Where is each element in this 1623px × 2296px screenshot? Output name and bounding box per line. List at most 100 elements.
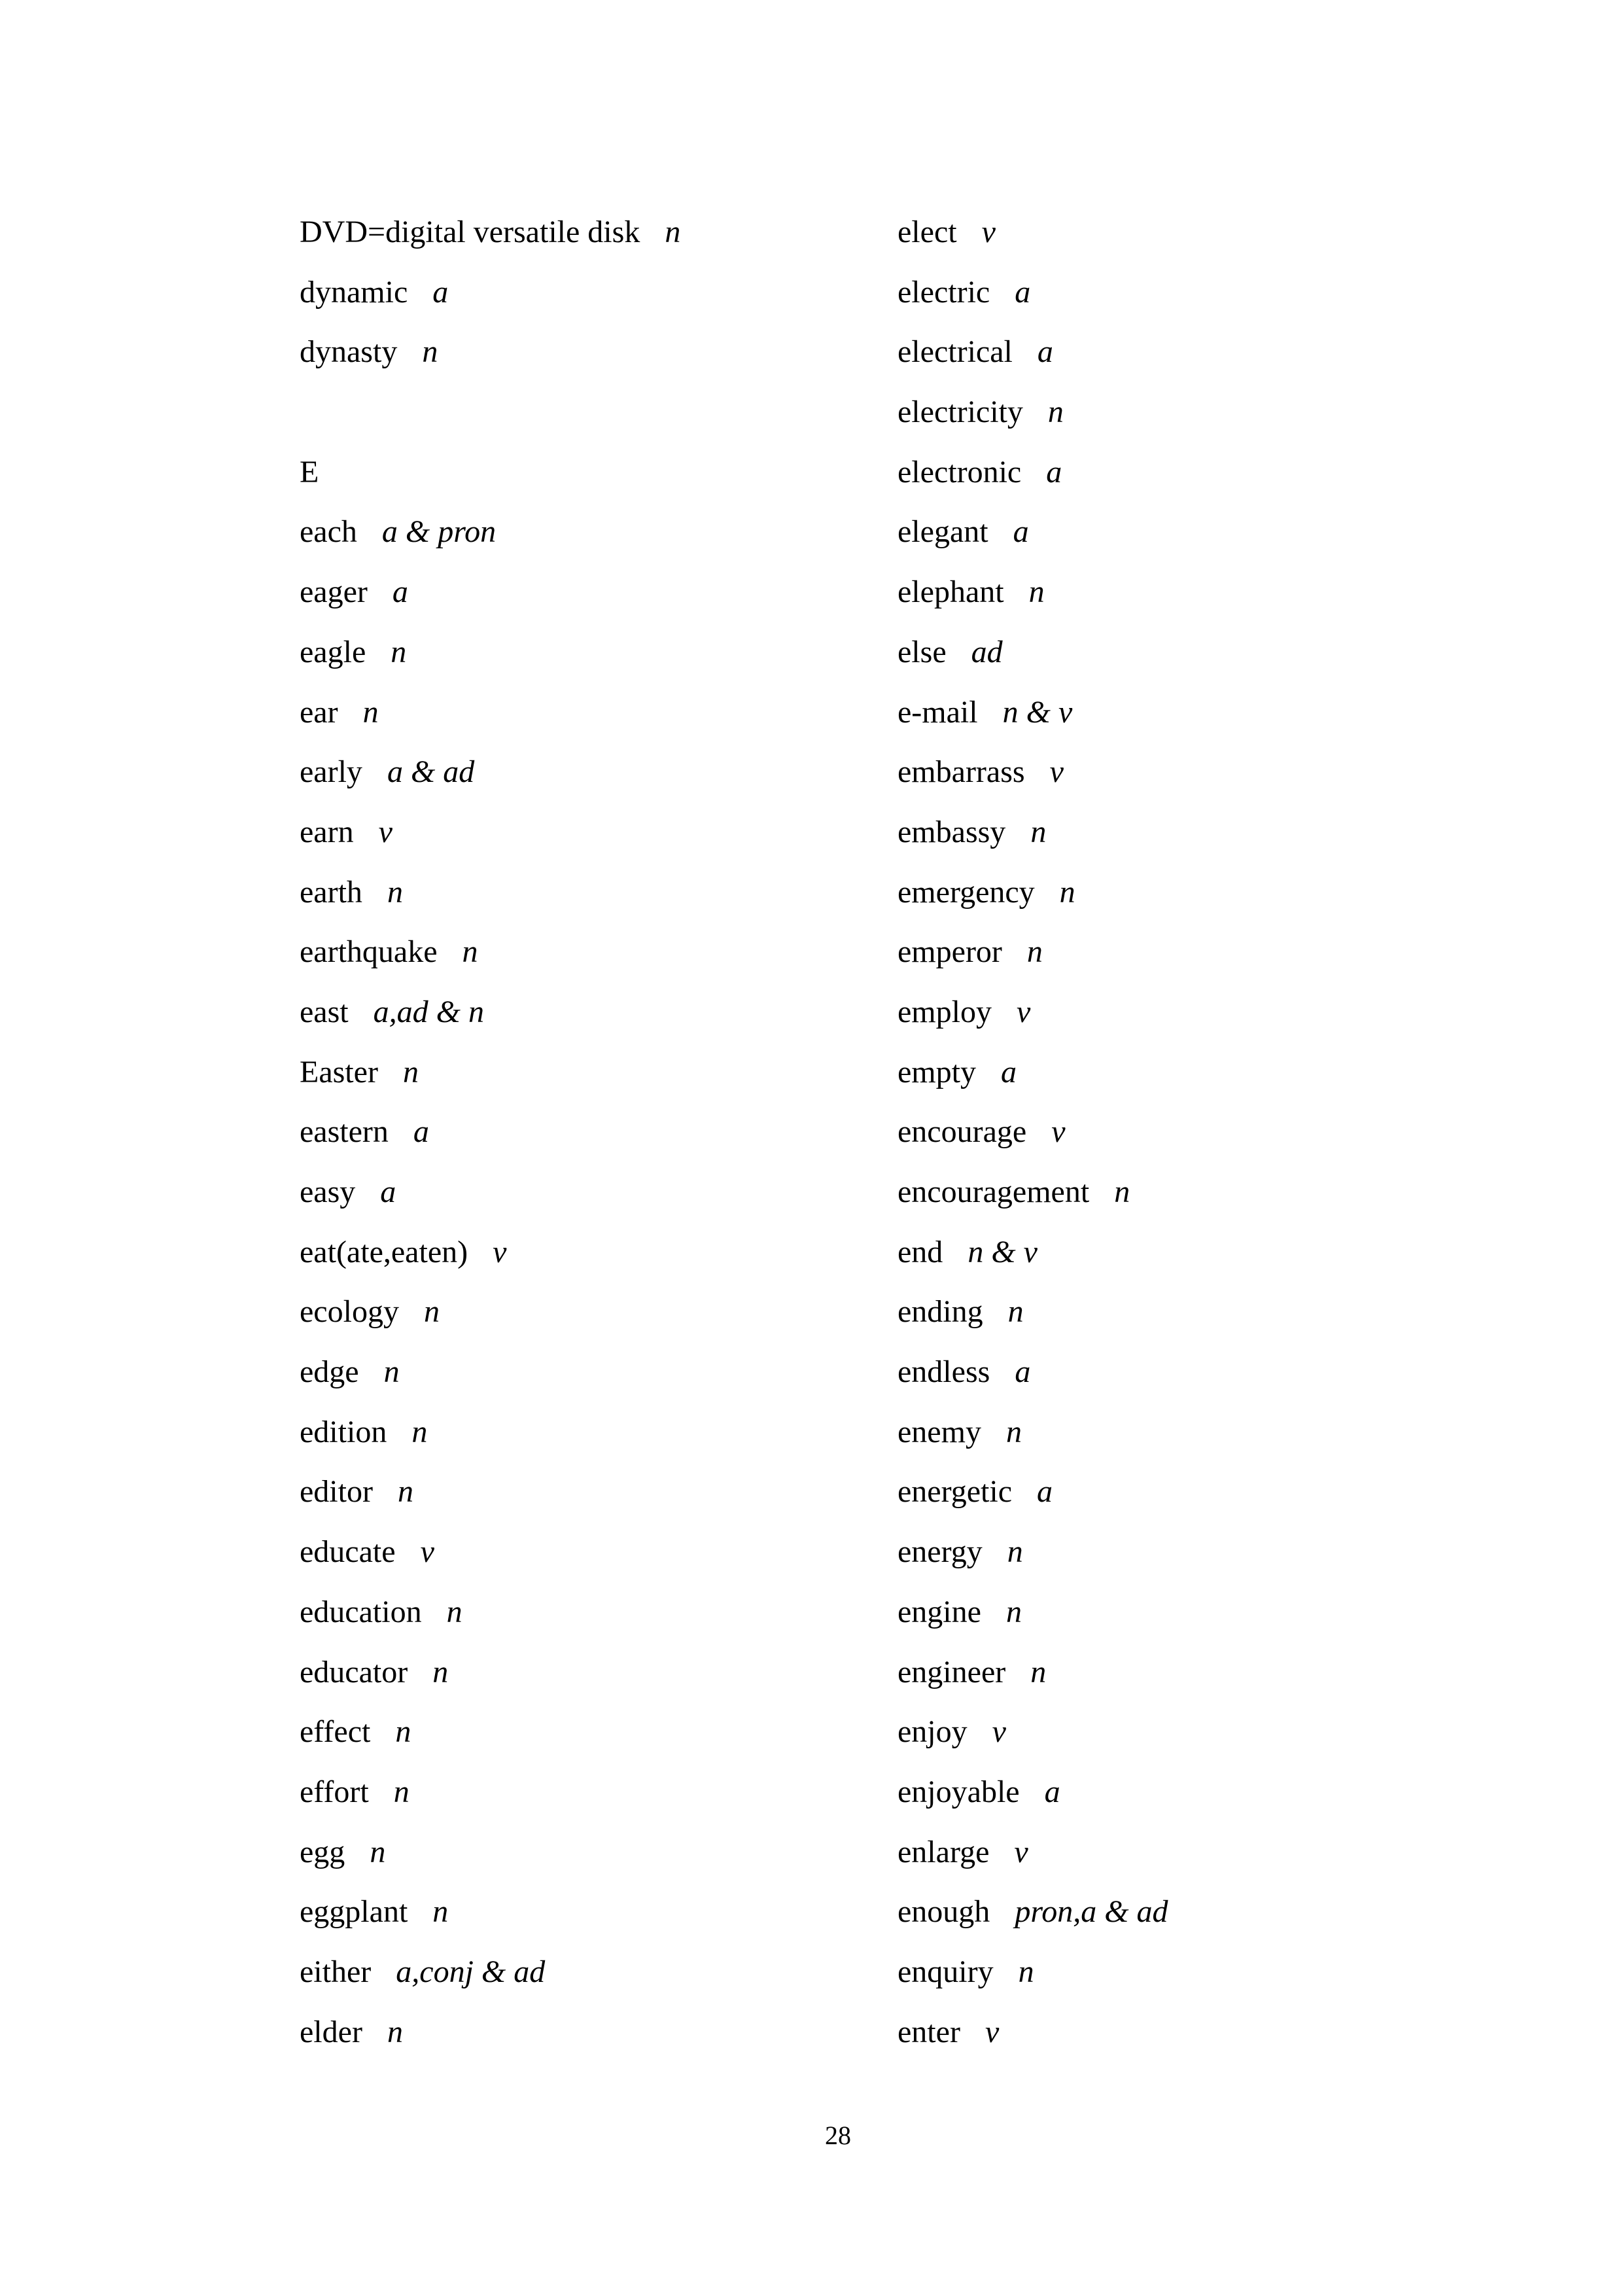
entry-word: encouragement (898, 1174, 1090, 1209)
entry-word: enter (898, 2014, 960, 2049)
entry-word: elegant (898, 514, 988, 550)
part-of-speech: a (1000, 1054, 1017, 1089)
word-entry: either a,conj & ad (300, 1942, 680, 2002)
part-of-speech: v (493, 1234, 507, 1269)
part-of-speech: v (420, 1534, 434, 1570)
word-entry: energetic a (898, 1462, 1168, 1522)
entry-word: earthquake (300, 934, 438, 970)
part-of-speech: n (397, 1474, 413, 1510)
part-of-speech: n (1059, 874, 1075, 910)
word-entry: endless a (898, 1342, 1168, 1402)
part-of-speech: a,conj & ad (396, 1954, 546, 1989)
part-of-speech: a (380, 1174, 396, 1209)
word-entry: editor n (300, 1462, 680, 1522)
word-entry: each a & pron (300, 502, 680, 562)
word-entry: emergency n (898, 862, 1168, 923)
part-of-speech: n (362, 694, 379, 730)
entry-word: effort (300, 1774, 369, 1809)
word-entry: E (300, 442, 680, 503)
entry-word: energetic (898, 1474, 1013, 1510)
word-entry: educate v (300, 1522, 680, 1582)
entry-word: eat(ate,eaten) (300, 1234, 468, 1269)
part-of-speech: v (1016, 994, 1031, 1029)
part-of-speech: a & ad (387, 754, 475, 790)
part-of-speech: n (432, 1894, 449, 1930)
part-of-speech: v (378, 814, 393, 849)
entry-word: enjoy (898, 1714, 968, 1750)
word-entry: dynamic a (300, 262, 680, 323)
part-of-speech: v (992, 1714, 1006, 1750)
word-entry: eagle n (300, 622, 680, 682)
entry-word: electronic (898, 454, 1022, 489)
part-of-speech: n (665, 215, 681, 249)
part-of-speech: n (402, 1054, 419, 1089)
part-of-speech: n (387, 2014, 403, 2049)
word-entry: effect n (300, 1702, 680, 1762)
word-entry: egg n (300, 1822, 680, 1882)
word-entry: electrical a (898, 322, 1168, 382)
entry-word: ecology (300, 1294, 399, 1330)
part-of-speech: n (462, 934, 478, 970)
part-of-speech: n (446, 1594, 462, 1629)
entry-word: eager (300, 574, 368, 610)
word-entry: enemy n (898, 1402, 1168, 1462)
entry-word: eastern (300, 1114, 389, 1150)
entry-word: elder (300, 2014, 362, 2049)
word-entry: enjoyable a (898, 1762, 1168, 1822)
part-of-speech: n (423, 1294, 440, 1330)
word-entry: encouragement n (898, 1162, 1168, 1222)
word-entry: edge n (300, 1342, 680, 1402)
part-of-speech: a (432, 274, 449, 309)
part-of-speech: n (1026, 934, 1043, 970)
entry-word: embarrass (898, 754, 1025, 790)
entry-word: engineer (898, 1654, 1006, 1689)
word-entry: embassy n (898, 802, 1168, 862)
part-of-speech: n (395, 1714, 411, 1750)
part-of-speech: a & pron (381, 514, 497, 550)
entry-word: east (300, 994, 349, 1029)
entry-word: easy (300, 1174, 356, 1209)
word-entry: elephant n (898, 562, 1168, 622)
word-entry: enquiry n (898, 1942, 1168, 2002)
entry-word: electrical (898, 334, 1013, 370)
part-of-speech: a (1037, 1474, 1053, 1510)
entry-word: dynamic (300, 274, 408, 309)
page-number: 28 (825, 2121, 851, 2150)
word-entry: education n (300, 1582, 680, 1642)
word-entry: electronic a (898, 442, 1168, 503)
entry-word: encourage (898, 1114, 1027, 1150)
entry-word: else (898, 634, 947, 669)
word-entry: elder n (300, 2002, 680, 2062)
word-entry: eat(ate,eaten) v (300, 1222, 680, 1282)
entry-word: educate (300, 1534, 396, 1570)
part-of-speech: v (981, 215, 996, 249)
part-of-speech: ad (971, 634, 1003, 669)
entry-word: dynasty (300, 334, 398, 370)
part-of-speech: n (411, 1414, 428, 1449)
word-entry: elegant a (898, 502, 1168, 562)
part-of-speech: n (1007, 1294, 1024, 1330)
entry-word: enemy (898, 1414, 981, 1449)
part-of-speech: n (432, 1654, 449, 1689)
word-entry: eggplant n (300, 1882, 680, 1942)
word-entry: eager a (300, 562, 680, 622)
word-entry: dynasty n (300, 322, 680, 382)
entry-word: ear (300, 694, 338, 730)
word-entry: effort n (300, 1762, 680, 1822)
part-of-speech: v (1014, 1834, 1028, 1869)
entry-word: Easter (300, 1054, 378, 1089)
entry-word: egg (300, 1834, 345, 1869)
word-entry: enlarge v (898, 1822, 1168, 1882)
word-entry: energy n (898, 1522, 1168, 1582)
word-entry: e-mail n & v (898, 682, 1168, 743)
entry-word: DVD=digital versatile disk (300, 215, 640, 249)
part-of-speech: n (1028, 574, 1045, 610)
entry-word: edge (300, 1354, 359, 1390)
part-of-speech: v (985, 2014, 1000, 2049)
blank-row (300, 382, 680, 442)
entry-word: engine (898, 1594, 981, 1629)
entry-word: electricity (898, 395, 1023, 430)
part-of-speech: a (1044, 1774, 1060, 1809)
part-of-speech: n (1018, 1954, 1034, 1989)
entry-word: editor (300, 1474, 373, 1510)
